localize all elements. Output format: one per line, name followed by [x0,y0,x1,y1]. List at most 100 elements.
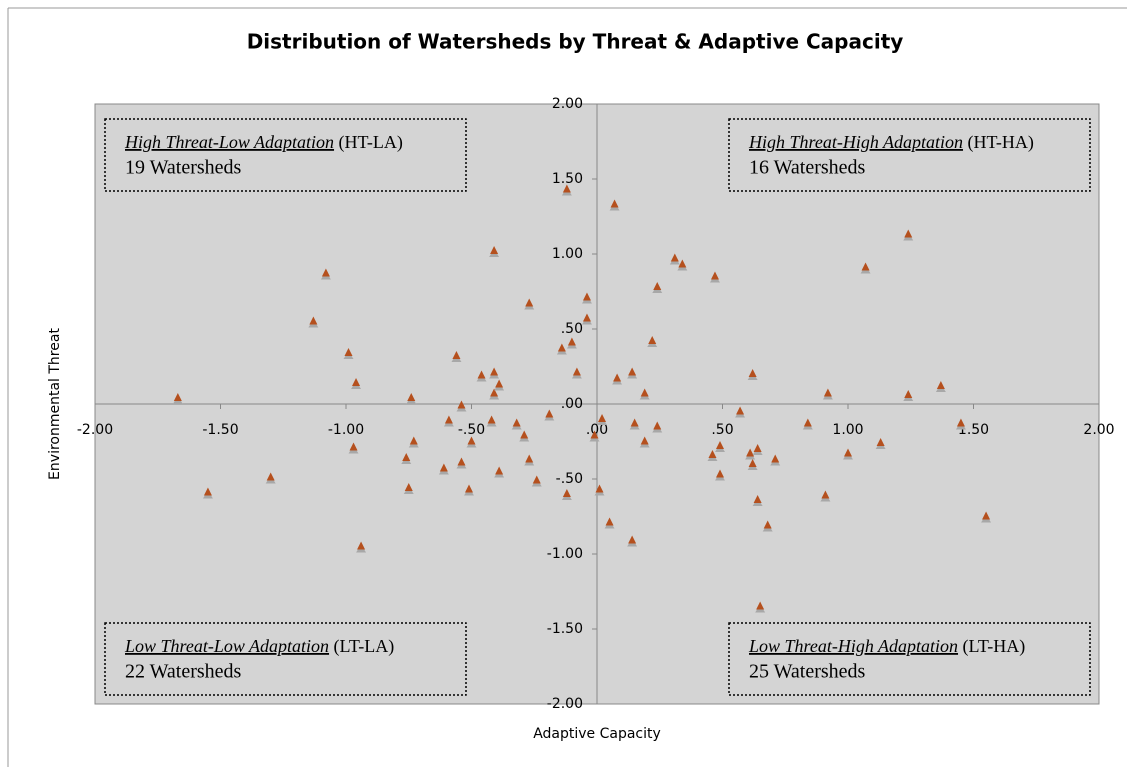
scatter-point [477,370,486,379]
scatter-point [748,459,757,467]
scatter-point [490,367,499,376]
annotation-count: 22 Watersheds [125,661,242,683]
scatter-point [746,448,755,457]
scatter-point [653,282,662,290]
x-tick-label: 2.00 [1083,422,1114,438]
scatter-point [823,388,832,397]
scatter-point [821,490,830,499]
scatter-point [457,457,466,466]
scatter-point [748,369,757,377]
annotation-count: 16 Watersheds [749,157,866,179]
scatter-point [407,393,416,401]
scatter-point [708,450,717,458]
scatter-point [678,259,687,268]
x-tick-label: .50 [711,422,733,438]
scatter-point [628,367,637,376]
y-tick-label: .00 [561,396,583,412]
scatter-point [495,379,504,388]
scatter-point [203,487,212,496]
scatter-point [525,454,534,463]
scatter-point [562,184,571,193]
scatter-point [357,541,366,550]
scatter-point [321,268,330,277]
scatter-point [715,441,724,449]
scatter-point [648,336,657,344]
scatter-point [876,438,885,446]
annotation-count: 25 Watersheds [749,661,866,683]
x-tick-label: -2.00 [77,422,113,438]
scatter-point [630,418,639,427]
scatter-point [605,517,614,526]
scatter-point [562,489,571,497]
annotation-code: (LT-LA) [334,636,395,657]
annotation-box [728,118,1091,192]
scatter-point [904,229,913,238]
annotation-line: Low Threat-Low Adaptation (LT-LA) [124,636,394,657]
scatter-point [567,337,576,346]
scatter-point [457,400,466,409]
annotation-count: 19 Watersheds [125,157,242,179]
scatter-point [598,414,607,422]
scatter-point [402,453,411,461]
annotation-box [728,622,1091,696]
y-tick-label: 1.00 [552,246,583,262]
scatter-point [352,378,361,386]
scatter-point [753,444,762,452]
scatter-point [495,466,504,475]
annotation-code: (HT-LA) [339,132,403,153]
scatter-point [487,415,496,424]
x-tick-label: 1.00 [832,422,863,438]
scatter-point [715,469,724,478]
scatter-point [710,271,719,280]
scatter-point [557,343,566,352]
y-tick-label: .50 [561,321,583,337]
scatter-point [936,381,945,389]
scatter-point [525,298,534,307]
annotation-name: High Threat-Low Adaptation [124,132,334,152]
scatter-point [590,430,599,439]
scatter-point [982,511,991,520]
annotation-line: High Threat-High Adaptation (HT-HA) [748,132,1034,153]
annotation-line: Low Threat-High Adaptation (LT-HA) [748,636,1025,657]
scatter-point [613,373,622,382]
annotation-code: (LT-HA) [963,636,1026,657]
scatter-point [512,418,521,427]
y-axis-title: Environmental Threat [47,328,63,480]
scatter-point [653,421,662,430]
annotation-box [104,622,467,696]
annotation-name: High Threat-High Adaptation [748,132,963,152]
y-tick-label: -1.00 [547,546,583,562]
y-tick-label: 1.50 [552,171,583,187]
y-tick-label: -.50 [556,471,583,487]
scatter-point [464,484,473,493]
annotation-code: (HT-HA) [968,132,1034,153]
y-tick-label: 2.00 [552,96,583,112]
scatter-point [309,316,318,325]
y-tick-label: -2.00 [547,696,583,712]
scatter-point [490,246,499,254]
scatter-point [844,448,852,457]
scatter-point [956,418,965,427]
scatter-point [763,520,772,529]
scatter-point [756,601,765,610]
scatter-point [610,199,619,208]
scatter-point [736,406,745,415]
x-axis-title: Adaptive Capacity [533,726,661,742]
scatter-point [344,348,353,356]
chart-title: Distribution of Watersheds by Threat & A… [247,30,904,54]
scatter-point [582,313,591,322]
x-tick-label: -.50 [458,422,485,438]
scatter-point [582,292,591,301]
x-tick-label: .00 [586,422,608,438]
scatter-point [467,436,476,445]
scatter-point [803,418,812,427]
scatter-point [640,436,649,445]
scatter-point [520,430,529,439]
scatter-point [771,454,780,463]
scatter-point [490,388,499,397]
scatter-point [409,436,418,445]
annotation-box [104,118,467,192]
scatter-point [904,390,913,398]
